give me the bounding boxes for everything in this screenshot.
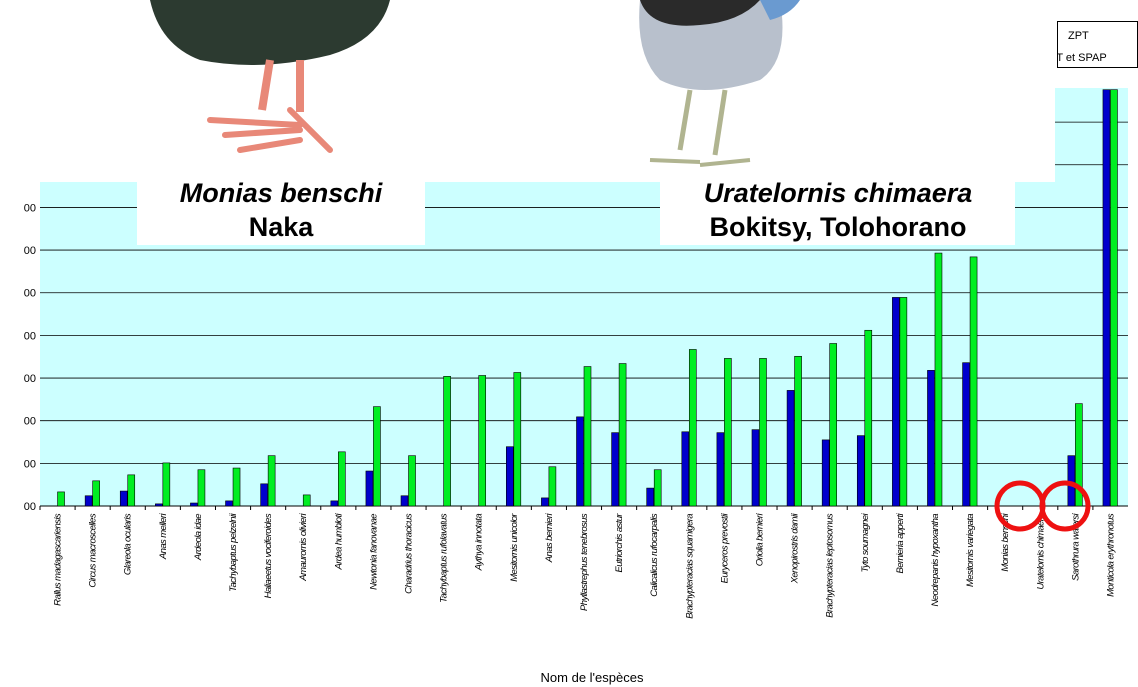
bar — [682, 432, 689, 506]
y-tick-label: 00 — [24, 501, 36, 513]
y-tick-label: 00 — [24, 373, 36, 385]
bar — [85, 496, 92, 506]
x-tick-label: Neodrepanis hypoxantha — [930, 514, 941, 607]
x-tick-label: Tachybaptus pelzelnii — [228, 513, 239, 592]
x-tick-label: Tachybaptus rufolavatus — [439, 513, 450, 603]
bar — [857, 436, 864, 506]
bar — [120, 491, 127, 506]
bar — [479, 375, 486, 506]
bar — [514, 372, 521, 506]
bar — [654, 470, 661, 506]
annotation-title: Uratelornis chimaera — [704, 178, 973, 208]
x-tick-label: Mesitornis unicolor — [509, 513, 520, 582]
bar — [1103, 90, 1110, 506]
x-tick-label: Circus macroscelles — [88, 513, 99, 587]
bar — [373, 407, 380, 506]
bar — [444, 376, 451, 506]
x-tick-label: Oriolia bernieri — [754, 513, 765, 567]
bar — [331, 501, 338, 506]
bar — [822, 440, 829, 506]
bar — [401, 496, 408, 506]
x-tick-label: Brachypteracias leptosomus — [825, 513, 836, 618]
bar — [338, 452, 345, 506]
x-tick-label: Xenopirostris damii — [790, 513, 801, 585]
bar — [830, 343, 837, 506]
y-tick-label: 00 — [24, 288, 36, 300]
bar — [647, 488, 654, 506]
bar — [612, 433, 619, 506]
x-tick-label: Glareola ocularis — [123, 513, 134, 575]
x-tick-label: Monticola erythronotus — [1105, 513, 1116, 597]
bar — [900, 297, 907, 506]
x-tick-label: Anas bernieri — [544, 513, 555, 564]
bar — [717, 433, 724, 506]
bar — [795, 356, 802, 506]
annotation-subtitle: Naka — [249, 212, 315, 242]
y-tick-label: 00 — [24, 416, 36, 428]
bar — [927, 370, 934, 506]
bar — [584, 367, 591, 506]
bar — [865, 330, 872, 506]
bar — [963, 363, 970, 506]
x-tick-label: Tyto soumagnei — [860, 513, 871, 573]
bar — [198, 470, 205, 506]
x-tick-label: Amaurornis olivieri — [298, 513, 309, 582]
bar — [549, 467, 556, 506]
bar — [128, 475, 135, 506]
x-tick-label: Uratelornis chimaera — [1035, 514, 1046, 590]
bar — [689, 349, 696, 506]
x-tick-label: Anas melleri — [158, 513, 169, 561]
bar — [233, 468, 240, 506]
x-tick-label: Haliaeetus vociferoides — [263, 513, 274, 598]
legend-label: PT et SPAP — [1049, 52, 1107, 64]
bar — [366, 471, 373, 506]
x-tick-label: Aythya innotata — [474, 514, 485, 572]
y-tick-label: 00 — [24, 245, 36, 257]
bar — [226, 501, 233, 506]
x-tick-label: Phyllastrephus tenebrosus — [579, 513, 590, 611]
bar — [155, 504, 162, 506]
x-tick-label: Ardea humbloti — [333, 513, 344, 571]
bar — [724, 358, 731, 506]
image-background — [0, 0, 1055, 182]
bar — [93, 481, 100, 506]
x-tick-label: Brachypteracias squamigera — [684, 514, 695, 619]
bar — [935, 253, 942, 506]
bar — [970, 257, 977, 506]
bar — [190, 503, 197, 506]
y-tick-label: 00 — [24, 458, 36, 470]
bar — [409, 456, 416, 506]
x-tick-label: Newtonia fanovanae — [368, 514, 379, 590]
annotation-subtitle: Bokitsy, Tolohorano — [709, 212, 966, 242]
x-tick-label: Charadrius thoracicus — [404, 513, 415, 594]
x-tick-label: Eutriorchis astur — [614, 513, 625, 573]
y-tick-label: 00 — [24, 330, 36, 342]
bar — [303, 495, 310, 506]
bar — [752, 430, 759, 506]
x-tick-label: Ardeola idae — [193, 514, 204, 561]
chart: 00000000000000000000Rallus madagascarien… — [0, 0, 1138, 687]
bar — [506, 447, 513, 506]
x-tick-label: Calicalicus rufocarpalis — [649, 513, 660, 597]
bar — [163, 463, 170, 506]
y-tick-label: 00 — [24, 202, 36, 214]
x-tick-label: Euryceros prevostii — [719, 513, 730, 584]
x-tick-label: Rallus madagascariensis — [53, 513, 64, 606]
bar — [892, 297, 899, 506]
x-tick-label: Bernieria apperti — [895, 513, 906, 574]
bar — [787, 390, 794, 506]
bar — [268, 456, 275, 506]
x-tick-label: Mesitornis variegata — [965, 514, 976, 587]
bar — [1110, 90, 1117, 506]
bar — [261, 484, 268, 506]
bar — [541, 498, 548, 506]
x-axis-title: Nom de l'espèces — [541, 670, 644, 685]
bar — [577, 417, 584, 506]
annotation-title: Monias benschi — [180, 178, 383, 208]
bar — [759, 358, 766, 506]
bar — [619, 364, 626, 506]
bar — [58, 492, 65, 506]
legend-label: ZPT — [1068, 30, 1089, 42]
